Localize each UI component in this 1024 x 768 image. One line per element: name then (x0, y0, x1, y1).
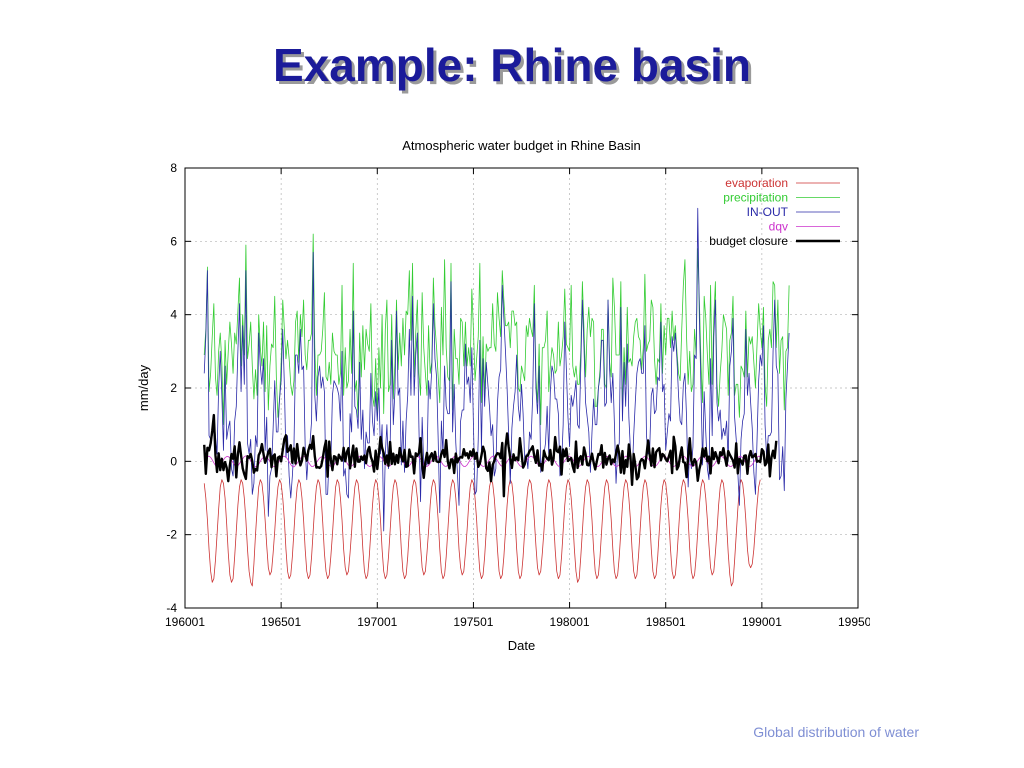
y-tick-label: 0 (170, 454, 177, 468)
x-tick-label: 196001 (165, 615, 205, 629)
x-tick-label: 197501 (453, 615, 493, 629)
x-tick-label: 199501 (838, 615, 870, 629)
x-tick-label: 198001 (550, 615, 590, 629)
y-tick-label: 6 (170, 234, 177, 248)
footer-text: Global distribution of water (753, 724, 919, 740)
legend-label: evaporation (725, 176, 788, 190)
x-tick-label: 199001 (742, 615, 782, 629)
x-tick-label: 196501 (261, 615, 301, 629)
series-line-budget-closure (203, 413, 778, 498)
legend-label: budget closure (709, 234, 788, 248)
y-tick-label: 4 (170, 308, 177, 322)
legend-label: dqv (769, 220, 788, 234)
x-tick-label: 197001 (357, 615, 397, 629)
slide-title: Example: Rhine basin (272, 39, 751, 91)
series-line-dqv (203, 455, 763, 468)
y-axis-ticks: -4 -2 0 2 4 6 8 (166, 161, 858, 615)
x-tick-label: 198501 (646, 615, 686, 629)
series-line-evaporation (203, 479, 761, 587)
legend-label: precipitation (723, 191, 788, 205)
y-axis-label: mm/day (136, 364, 151, 411)
y-tick-label: 2 (170, 381, 177, 395)
legend-label: IN-OUT (747, 205, 789, 219)
y-tick-label: -2 (166, 528, 177, 542)
chart-title: Atmospheric water budget in Rhine Basin (402, 138, 640, 153)
y-tick-label: -4 (166, 601, 177, 615)
x-axis-label: Date (508, 638, 535, 653)
series-layer (203, 207, 790, 587)
chart: 196001 196501 197001 197501 198001 198501 1990… (120, 128, 870, 658)
y-tick-label: 8 (170, 161, 177, 175)
series-line-precipitation (203, 233, 790, 426)
legend: evaporationprecipitationIN-OUTdqvbudget … (709, 176, 840, 248)
x-axis-ticks: 196001 196501 197001 197501 198001 198501 1990… (165, 168, 870, 629)
